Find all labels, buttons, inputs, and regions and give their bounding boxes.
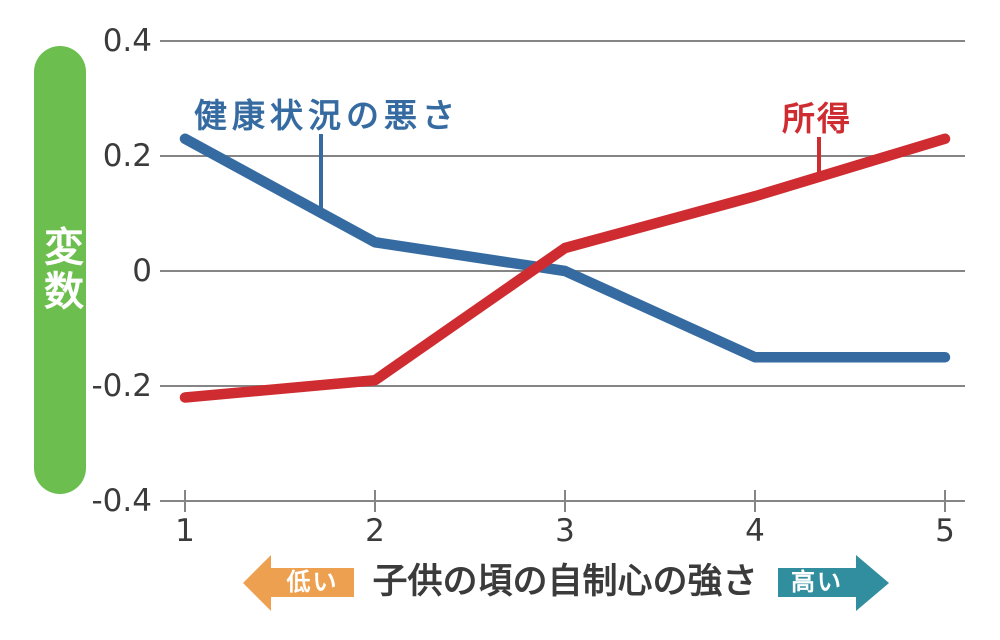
series-line-1 [179, 133, 951, 403]
right-arrowhead-icon [856, 554, 889, 611]
series-line-0 [179, 133, 951, 363]
high-arrow: 高い [778, 554, 889, 611]
x-tick-label: 4 [745, 513, 765, 549]
y-tick-label: -0.2 [91, 368, 153, 404]
y-axis-title: 変数 [37, 226, 83, 314]
y-tick-label: -0.4 [91, 483, 153, 519]
series-label-health: 健康状況の悪さ [194, 96, 460, 135]
low-arrow-label: 低い [271, 568, 354, 597]
x-axis-title: 子供の頃の自制心の強さ [372, 562, 758, 602]
x-tick-label: 5 [935, 513, 955, 549]
series-label-income: 所得 [782, 99, 852, 138]
x-tick-label: 2 [365, 513, 385, 549]
left-arrowhead-icon [243, 554, 271, 611]
low-arrow: 低い [243, 554, 354, 611]
y-tick-label: 0 [132, 253, 152, 289]
y-tick-label: 0.4 [102, 23, 152, 59]
high-arrow-label: 高い [778, 568, 856, 597]
x-tick-label: 3 [555, 513, 575, 549]
y-tick-label: 0.2 [102, 138, 152, 174]
y-axis-title-bar: 変数 [34, 46, 86, 494]
x-tick-label: 1 [175, 513, 195, 549]
